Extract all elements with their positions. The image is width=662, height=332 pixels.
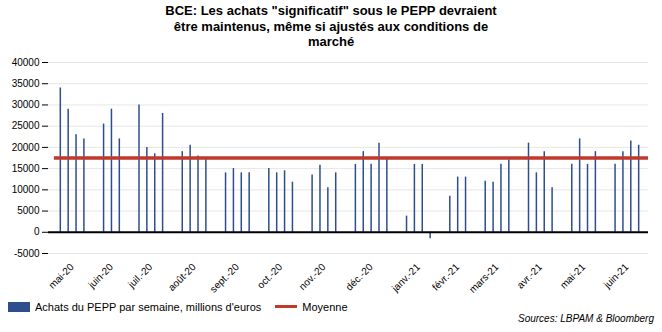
svg-text:40000: 40000 — [12, 56, 40, 67]
svg-text:févr.-21: févr.-21 — [430, 261, 462, 293]
svg-text:avr.-21: avr.-21 — [515, 261, 545, 291]
html-text:Moyenne: Moyenne — [302, 300, 348, 313]
svg-text:juin-21: juin-21 — [601, 261, 631, 291]
svg-text:mars-21: mars-21 — [467, 261, 501, 295]
svg-text:mai-21: mai-21 — [558, 261, 588, 291]
svg-text:déc.-20: déc.-20 — [343, 261, 375, 293]
svg-text:janv.-21: janv.-21 — [389, 261, 422, 294]
svg-text:35000: 35000 — [12, 78, 40, 89]
svg-text:30000: 30000 — [12, 99, 40, 110]
svg-text:5000: 5000 — [17, 205, 40, 216]
svg-text:-5000: -5000 — [14, 247, 40, 258]
html-text:Sources: LBPAM & Bloomberg: Sources: LBPAM & Bloomberg — [518, 312, 654, 324]
svg-text:mai-20: mai-20 — [46, 261, 76, 291]
html-text:Achats du PEPP par semaine, mi: Achats du PEPP par semaine, millions d'e… — [35, 300, 262, 313]
svg-text:15000: 15000 — [12, 163, 40, 174]
svg-text:juil.-20: juil.-20 — [125, 261, 155, 291]
svg-text:nov.-20: nov.-20 — [297, 261, 328, 292]
svg-text:20000: 20000 — [12, 141, 40, 152]
svg-text:25000: 25000 — [12, 120, 40, 131]
svg-text:10000: 10000 — [12, 184, 40, 195]
svg-text:juin-20: juin-20 — [85, 261, 115, 291]
svg-text:sept.-20: sept.-20 — [208, 261, 242, 295]
svg-text:août-20: août-20 — [166, 261, 198, 293]
html-text:BCE: Les achats "significatif": BCE: Les achats "significatif" sous le P… — [165, 3, 497, 50]
svg-text:oct.-20: oct.-20 — [255, 261, 285, 291]
svg-text:0: 0 — [34, 226, 40, 237]
